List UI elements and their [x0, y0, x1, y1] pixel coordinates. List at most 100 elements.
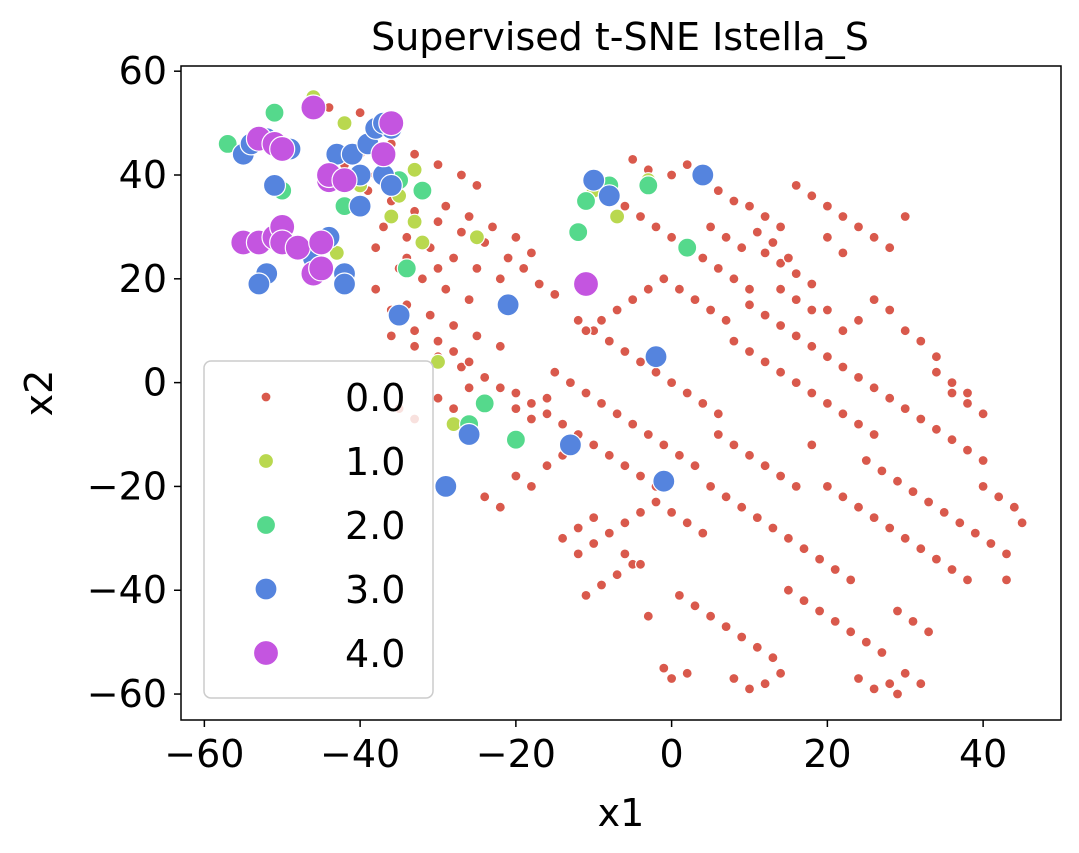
point-class-0-0 [650, 496, 662, 508]
y-tick-label: 40 [119, 153, 167, 197]
point-class-0-0 [930, 351, 943, 363]
point-class-0-0 [689, 600, 701, 612]
point-class-0-0 [728, 195, 740, 207]
point-class-0-0 [627, 153, 639, 165]
point-class-0-0 [424, 309, 436, 321]
point-class-0-0 [627, 418, 639, 430]
point-class-4-0 [378, 109, 405, 137]
point-class-0-0 [494, 382, 506, 394]
point-class-0-0 [899, 403, 911, 415]
point-class-0-0 [634, 470, 647, 482]
point-class-0-0 [790, 480, 802, 492]
point-class-0-0 [977, 454, 989, 467]
y-tick-label: 20 [119, 257, 167, 301]
point-class-0-0 [821, 351, 834, 363]
y-tick-label: 0 [143, 361, 167, 405]
x-tick-label: 20 [803, 732, 851, 776]
point-class-0-0 [845, 626, 857, 638]
point-class-0-0 [736, 631, 748, 643]
point-class-0-0 [782, 532, 795, 544]
point-class-0-0 [852, 418, 865, 430]
point-class-0-0 [448, 319, 460, 332]
point-class-0-0 [619, 200, 631, 212]
point-class-0-0 [837, 361, 849, 373]
point-class-0-0 [572, 548, 584, 560]
point-class-3-0 [644, 345, 668, 369]
point-class-0-0 [837, 491, 849, 503]
point-class-0-0 [525, 413, 538, 425]
point-class-0-0 [751, 226, 763, 238]
legend-label-4-0: 4.0 [345, 632, 405, 676]
legend: 0.0 1.0 2.0 3.0 4.0 [203, 360, 434, 699]
point-class-0-0 [907, 615, 919, 628]
point-class-0-0 [627, 294, 639, 306]
point-class-0-0 [977, 480, 989, 492]
point-class-0-0 [946, 387, 958, 399]
point-class-4-0 [370, 141, 397, 168]
point-class-0-0 [556, 418, 569, 430]
point-class-0-0 [954, 517, 966, 529]
point-class-0-0 [673, 449, 686, 461]
point-class-0-0 [728, 439, 740, 451]
point-class-0-0 [759, 356, 771, 368]
point-class-0-0 [463, 356, 475, 368]
point-class-0-0 [767, 236, 779, 249]
point-class-0-0 [961, 444, 974, 456]
point-class-0-0 [634, 558, 647, 570]
point-class-0-0 [1000, 574, 1013, 586]
point-class-0-0 [884, 304, 896, 316]
point-class-0-0 [704, 221, 717, 233]
point-class-0-0 [837, 408, 849, 420]
point-class-0-0 [720, 491, 732, 503]
point-class-0-0 [611, 304, 623, 316]
point-class-0-0 [899, 667, 911, 679]
point-class-0-0 [743, 299, 756, 311]
point-class-2-0 [396, 258, 417, 279]
point-class-2-0 [575, 190, 597, 212]
point-class-0-0 [432, 335, 444, 347]
point-class-3-0 [247, 272, 271, 296]
point-class-0-0 [790, 179, 802, 191]
legend-marker-3-0 [254, 577, 278, 601]
point-class-3-0 [379, 173, 403, 197]
point-class-0-0 [619, 460, 631, 472]
point-class-0-0 [720, 314, 732, 326]
y-tick-label: −40 [87, 568, 167, 612]
point-class-2-0 [412, 180, 433, 201]
point-class-0-0 [370, 242, 382, 254]
point-class-0-0 [697, 397, 709, 409]
point-class-0-0 [525, 397, 538, 409]
points-layer [217, 88, 1028, 700]
point-class-0-0 [837, 210, 849, 223]
point-class-4-0 [308, 229, 335, 256]
point-class-0-0 [463, 294, 475, 306]
point-class-0-0 [860, 636, 872, 648]
point-class-0-0 [642, 610, 654, 622]
point-class-0-0 [915, 678, 927, 690]
point-class-0-0 [845, 574, 857, 586]
point-class-0-0 [432, 262, 444, 274]
point-class-0-0 [370, 283, 382, 295]
point-class-0-0 [852, 672, 865, 685]
point-class-0-0 [915, 413, 927, 425]
point-class-0-0 [572, 314, 584, 326]
point-class-1-0 [406, 213, 423, 230]
point-class-0-0 [759, 678, 771, 690]
point-class-0-0 [774, 319, 787, 332]
point-class-0-0 [681, 667, 693, 679]
point-class-1-0 [336, 114, 353, 132]
legend-marker-1-0 [257, 452, 275, 470]
point-class-0-0 [938, 506, 950, 519]
point-class-0-0 [409, 340, 421, 352]
point-class-0-0 [860, 454, 872, 467]
point-class-0-0 [790, 294, 802, 306]
point-class-0-0 [556, 532, 569, 544]
point-class-0-0 [549, 366, 561, 378]
point-class-3-0 [457, 422, 481, 447]
legend-label-3-0: 3.0 [345, 568, 405, 612]
point-class-0-0 [759, 247, 771, 259]
point-class-0-0 [409, 325, 421, 337]
ticks-layer: −60 −40 −20 0 20 40 −60 −40 −20 0 20 40 60 [87, 49, 1008, 776]
point-class-0-0 [416, 273, 428, 285]
point-class-0-0 [821, 480, 834, 492]
